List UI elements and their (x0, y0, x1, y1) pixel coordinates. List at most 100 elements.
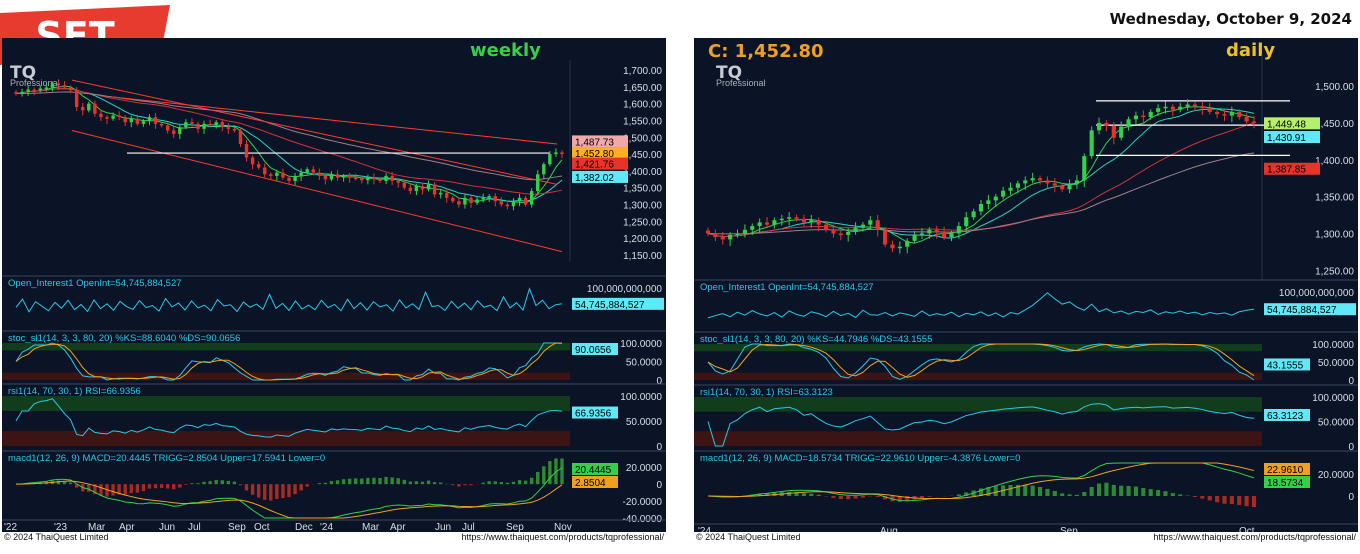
macd-histogram-bar (196, 483, 200, 485)
macd-histogram-bar (165, 484, 170, 489)
macd-histogram-bar (93, 484, 97, 495)
url-link[interactable]: https://www.thaiquest.com/products/tqpro… (1153, 532, 1356, 542)
x-tick-label: '22 (4, 522, 17, 533)
weekly-chart-panel: weekly TQ Professional 1,700.00 1,650.00 1,60… (2, 38, 666, 544)
candle-body (354, 177, 358, 180)
macd-histogram-bar (838, 496, 843, 500)
candle-body (81, 107, 85, 111)
stoch-value-tag (572, 343, 618, 355)
macd-histogram-bar (220, 480, 224, 485)
stoch-tick-label: 50.0000 (626, 358, 663, 369)
x-tick-label: '23 (54, 522, 67, 533)
candle-body (196, 123, 200, 129)
candle-body (1215, 111, 1220, 115)
candle-body (56, 83, 61, 86)
macd-histogram-bar (860, 496, 866, 498)
candle-body (50, 83, 55, 88)
macd-histogram-bar (1222, 496, 1227, 504)
macd-histogram-bar (1192, 496, 1198, 497)
macd-tick-label: 0 (656, 480, 662, 491)
candle-body (536, 174, 540, 192)
macd-histogram-bar (919, 496, 925, 499)
price-tick-label: 1,600.00 (623, 100, 662, 111)
candle-body (293, 175, 297, 181)
candle-body (1237, 111, 1242, 118)
rsi-series-line-1 (707, 403, 1255, 447)
candle-body (883, 229, 888, 245)
oi-series-line-1 (707, 292, 1255, 319)
candle-body (757, 222, 762, 227)
macd-histogram-bar (293, 484, 297, 495)
macd-histogram-bar (426, 480, 431, 485)
macd-histogram-bar (897, 496, 902, 503)
macd-label: macd1(12, 26, 9) MACD=18.5734 TRIGG=22.9… (700, 453, 1020, 464)
macd-histogram-bar (287, 484, 291, 498)
macd-histogram-bar (883, 496, 888, 500)
candle-body (463, 197, 467, 205)
macd-histogram-bar (74, 484, 79, 488)
candle-body (853, 227, 858, 232)
candle-body (779, 218, 784, 221)
tq-logo-sub: Professional (716, 78, 766, 88)
candle-body (517, 197, 522, 202)
macd-histogram-bar (105, 484, 109, 497)
x-tick-label: '24 (698, 526, 711, 537)
report-date: Wednesday, October 9, 2024 (1109, 10, 1352, 28)
macd-histogram-bar (964, 492, 969, 496)
candle-body (1200, 106, 1205, 109)
candle-body (165, 125, 170, 131)
macd-histogram-bar (408, 481, 413, 485)
macd-histogram-bar (190, 483, 194, 485)
oi-value-tag-label: 54,745,884,527 (1267, 305, 1337, 316)
stoch-series-line-2 (707, 343, 1255, 378)
macd-histogram-bar (238, 484, 243, 486)
macd-histogram-bar (554, 458, 558, 485)
stoch-overbought-zone (2, 343, 570, 351)
price-tick-label: 1,500.00 (623, 133, 662, 144)
candle-body (735, 233, 740, 235)
candle-body (360, 178, 364, 181)
macd-histogram-bar (402, 479, 406, 485)
macd-histogram-bar (560, 458, 564, 485)
price-tick-label: 1,300.00 (1315, 229, 1354, 240)
candle-body (875, 220, 880, 230)
moving-average-line-2 (15, 88, 563, 202)
oi-tick-label: 100,000,000,000 (587, 284, 663, 295)
macd-histogram-bar (299, 484, 303, 491)
candle-body (934, 229, 939, 232)
price-tick-label: 1,650.00 (623, 83, 662, 94)
candle-body (269, 174, 273, 176)
macd-histogram-bar (1126, 485, 1131, 496)
candle-body (244, 144, 249, 158)
candle-body (1074, 180, 1079, 184)
weekly-footer: © 2024 ThaiQuest Limited https://www.tha… (2, 532, 666, 544)
candle-body (978, 204, 984, 212)
candle-body (1096, 122, 1102, 131)
macd-histogram-bar (420, 481, 425, 485)
candle-body (74, 90, 79, 107)
candle-body (1207, 108, 1212, 112)
price-tick-label: 1,200.00 (623, 234, 662, 245)
macd-histogram-bar (323, 482, 328, 485)
candle-body (329, 174, 334, 180)
macd-histogram-bar (1052, 491, 1057, 496)
candle-body (1045, 180, 1050, 184)
macd-histogram-bar (1207, 496, 1212, 501)
macd-histogram-bar (463, 484, 467, 486)
price-tick-label: 1,400.00 (1315, 156, 1354, 167)
candle-body (986, 200, 991, 204)
candle-body (396, 181, 400, 183)
candle-body (38, 88, 42, 91)
macd-histogram-bar (317, 483, 322, 485)
x-tick-label: Sep (228, 522, 246, 533)
candle-body (311, 169, 315, 173)
close-label: C: 1,452.80 (708, 41, 824, 62)
macd-histogram-bar (360, 478, 364, 485)
x-tick-label: Jun (435, 522, 451, 533)
candle-body (728, 234, 733, 240)
candle-body (816, 220, 821, 225)
candle-body (232, 128, 237, 131)
candle-body (1104, 122, 1109, 126)
stoch-series-line-2 (15, 342, 563, 381)
url-link[interactable]: https://www.thaiquest.com/products/tqpro… (461, 532, 664, 542)
